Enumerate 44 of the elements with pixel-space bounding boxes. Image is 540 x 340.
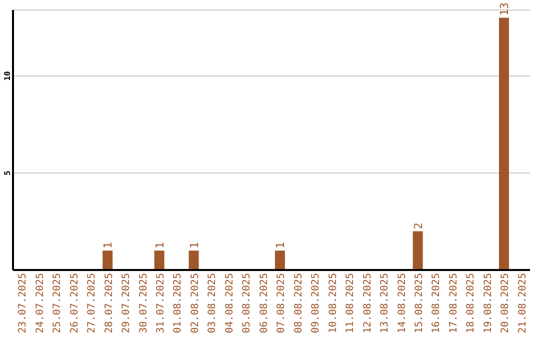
data-label: 13 bbox=[498, 2, 511, 16]
x-tick-label: 26.07.2025 bbox=[69, 273, 80, 334]
x-tick-label: 07.08.2025 bbox=[276, 273, 288, 334]
x-tick-label: 01.08.2025 bbox=[172, 273, 184, 334]
x-tick-label: 12.08.2025 bbox=[362, 273, 374, 334]
y-tick-label: 10 bbox=[3, 70, 12, 81]
bar bbox=[498, 18, 509, 270]
x-tick-label: 29.07.2025 bbox=[121, 273, 132, 334]
bar bbox=[412, 231, 423, 270]
y-tick-label: 5 bbox=[3, 170, 12, 176]
x-tick-label: 19.08.2025 bbox=[482, 273, 494, 334]
x-tick-label: 31.07.2025 bbox=[155, 273, 166, 334]
data-label: 2 bbox=[412, 222, 425, 230]
x-tick-label: 28.07.2025 bbox=[104, 273, 115, 334]
x-tick-label: 13.08.2025 bbox=[380, 273, 391, 334]
x-tick-label: 10.08.2025 bbox=[328, 273, 339, 334]
x-tick-label: 08.08.2025 bbox=[293, 273, 304, 334]
data-label: 1 bbox=[102, 242, 115, 249]
x-tick-label: 06.08.2025 bbox=[258, 273, 270, 334]
x-tick-label: 25.07.2025 bbox=[52, 273, 64, 334]
x-tick-label: 23.07.2025 bbox=[18, 273, 29, 334]
bar bbox=[154, 250, 164, 270]
x-tick-label: 16.08.2025 bbox=[431, 273, 442, 334]
x-tick-label: 24.07.2025 bbox=[34, 273, 46, 334]
x-tick-label: 18.08.2025 bbox=[466, 273, 477, 334]
x-tick-label: 03.08.2025 bbox=[207, 273, 218, 334]
data-label: 1 bbox=[274, 242, 287, 249]
x-tick-label: 04.08.2025 bbox=[224, 273, 236, 334]
x-tick-label: 20.08.2025 bbox=[500, 273, 512, 334]
x-tick-label: 21.08.2025 bbox=[517, 273, 528, 334]
data-label: 1 bbox=[188, 242, 201, 249]
bar bbox=[102, 250, 113, 270]
x-tick-label: 17.08.2025 bbox=[448, 273, 460, 334]
x-tick-label: 11.08.2025 bbox=[345, 273, 356, 334]
x-tick-label: 15.08.2025 bbox=[414, 273, 425, 334]
bar bbox=[274, 250, 285, 270]
x-tick-label: 27.07.2025 bbox=[86, 273, 98, 334]
x-tick-label: 09.08.2025 bbox=[310, 273, 322, 334]
x-tick-label: 30.07.2025 bbox=[138, 273, 150, 334]
bar bbox=[188, 250, 199, 270]
x-tick-label: 05.08.2025 bbox=[242, 273, 253, 334]
x-tick-label: 14.08.2025 bbox=[396, 273, 408, 334]
data-label: 1 bbox=[153, 242, 166, 249]
x-tick-label: 02.08.2025 bbox=[190, 273, 201, 334]
